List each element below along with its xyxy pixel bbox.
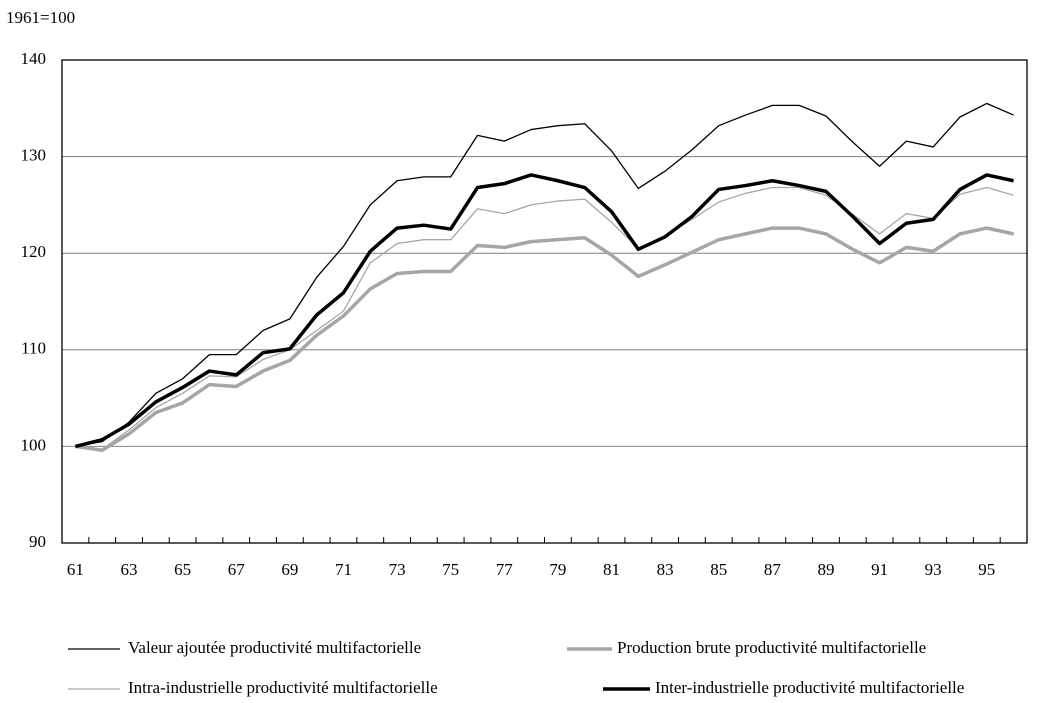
series-line <box>75 102 1014 448</box>
x-tick-label: 77 <box>496 560 514 579</box>
y-tick-label: 110 <box>21 339 46 358</box>
x-tick-label: 95 <box>978 560 995 579</box>
x-tick-label: 63 <box>121 560 138 579</box>
x-tick-label: 93 <box>925 560 942 579</box>
x-tick-label: 83 <box>657 560 674 579</box>
x-tick-label: 73 <box>389 560 406 579</box>
series-line <box>75 186 1014 450</box>
x-tick-label: 67 <box>228 560 246 579</box>
x-tick-label: 79 <box>549 560 566 579</box>
series-line <box>75 226 1014 453</box>
x-tick-label: 91 <box>871 560 888 579</box>
x-tick-label: 69 <box>281 560 298 579</box>
legend-label: Valeur ajoutée productivité multifactori… <box>128 638 421 657</box>
x-tick-label: 61 <box>67 560 84 579</box>
y-tick-label: 90 <box>29 532 46 551</box>
y-axis-label: 1961=100 <box>6 8 75 27</box>
x-tick-label: 71 <box>335 560 352 579</box>
x-tick-label: 81 <box>603 560 620 579</box>
x-tick-label: 75 <box>442 560 459 579</box>
y-tick-label: 120 <box>21 242 47 261</box>
x-tick-label: 85 <box>710 560 727 579</box>
x-tick-label: 87 <box>764 560 782 579</box>
y-tick-label: 100 <box>21 435 47 454</box>
plot-frame <box>61 59 1028 544</box>
legend-label: Production brute productivité multifacto… <box>617 638 926 657</box>
y-tick-label: 130 <box>21 146 47 165</box>
x-tick-label: 65 <box>174 560 191 579</box>
x-tick-label: 89 <box>817 560 834 579</box>
legend-label: Intra-industrielle productivité multifac… <box>128 678 438 697</box>
series-line <box>74 173 1014 449</box>
legend-label: Inter-industrielle productivité multifac… <box>655 678 964 697</box>
y-tick-label: 140 <box>21 49 47 68</box>
